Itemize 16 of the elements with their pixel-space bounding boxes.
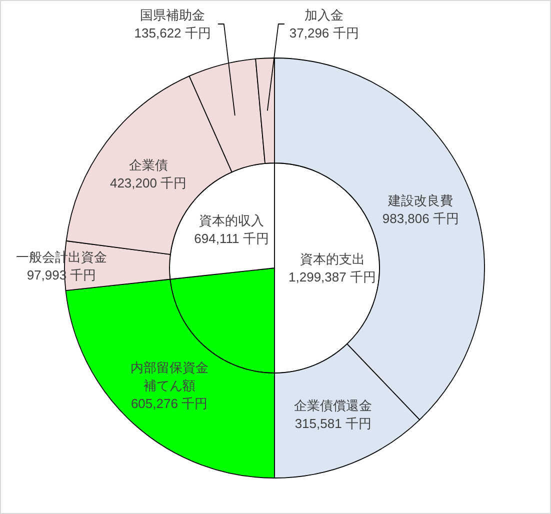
- data-label: 315,581 千円: [294, 416, 372, 431]
- data-label: 694,111 千円: [194, 231, 269, 246]
- slice-label: 建設改良費: [387, 193, 454, 208]
- slice-label: 内部留保資金補てん額: [130, 360, 208, 393]
- data-label: 983,806 千円: [382, 211, 459, 226]
- data-label: 37,296 千円: [289, 26, 359, 41]
- slice-label: 加入金: [304, 8, 344, 23]
- data-label: 135,622 千円: [134, 26, 211, 41]
- slice-label: 資本的収入: [199, 213, 264, 228]
- slice-label: 企業債償還金: [294, 398, 372, 413]
- data-label: 605,276 千円: [130, 396, 208, 411]
- data-label: 423,200 千円: [110, 175, 187, 190]
- slice-label: 資本的支出: [300, 252, 365, 267]
- slice-label: 国県補助金: [140, 8, 206, 23]
- data-label: 1,299,387 千円: [288, 270, 376, 285]
- slice-label: 企業債: [128, 157, 168, 172]
